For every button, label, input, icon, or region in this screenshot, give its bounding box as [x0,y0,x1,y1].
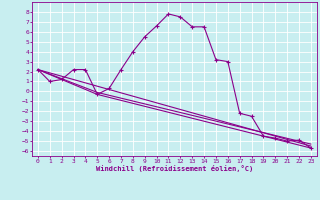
X-axis label: Windchill (Refroidissement éolien,°C): Windchill (Refroidissement éolien,°C) [96,165,253,172]
